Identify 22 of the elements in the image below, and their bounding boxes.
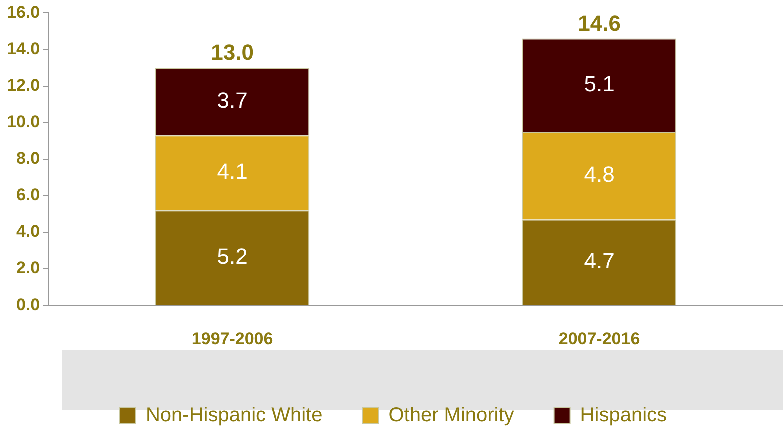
y-tick-label: 16.0 [6, 2, 40, 22]
data-label: 3.7 [217, 88, 248, 113]
legend-label: Non-Hispanic White [146, 404, 323, 427]
data-label: 4.8 [584, 162, 615, 187]
x-tick-label: 1997-2006 [192, 329, 274, 348]
y-tick-label: 10.0 [6, 112, 40, 132]
legend-label: Other Minority [388, 404, 514, 427]
y-tick-label: 12.0 [6, 76, 40, 95]
data-label: 5.2 [217, 244, 248, 269]
total-label: 14.6 [578, 10, 621, 36]
y-tick-label: 6.0 [16, 186, 40, 205]
y-tick-label: 4.0 [16, 222, 40, 242]
legend-label: Hispanics [580, 404, 668, 427]
data-label: 4.1 [217, 159, 248, 184]
data-label: 5.1 [584, 71, 615, 96]
total-label: 13.0 [211, 40, 254, 66]
data-label: 4.7 [584, 248, 615, 274]
y-tick-label: 14.0 [6, 39, 40, 58]
y-tick-label: 2.0 [16, 258, 40, 278]
y-tick-label: 0.0 [16, 295, 40, 314]
x-tick-label: 2007-2016 [558, 329, 640, 348]
y-tick-label: 8.0 [16, 149, 40, 168]
